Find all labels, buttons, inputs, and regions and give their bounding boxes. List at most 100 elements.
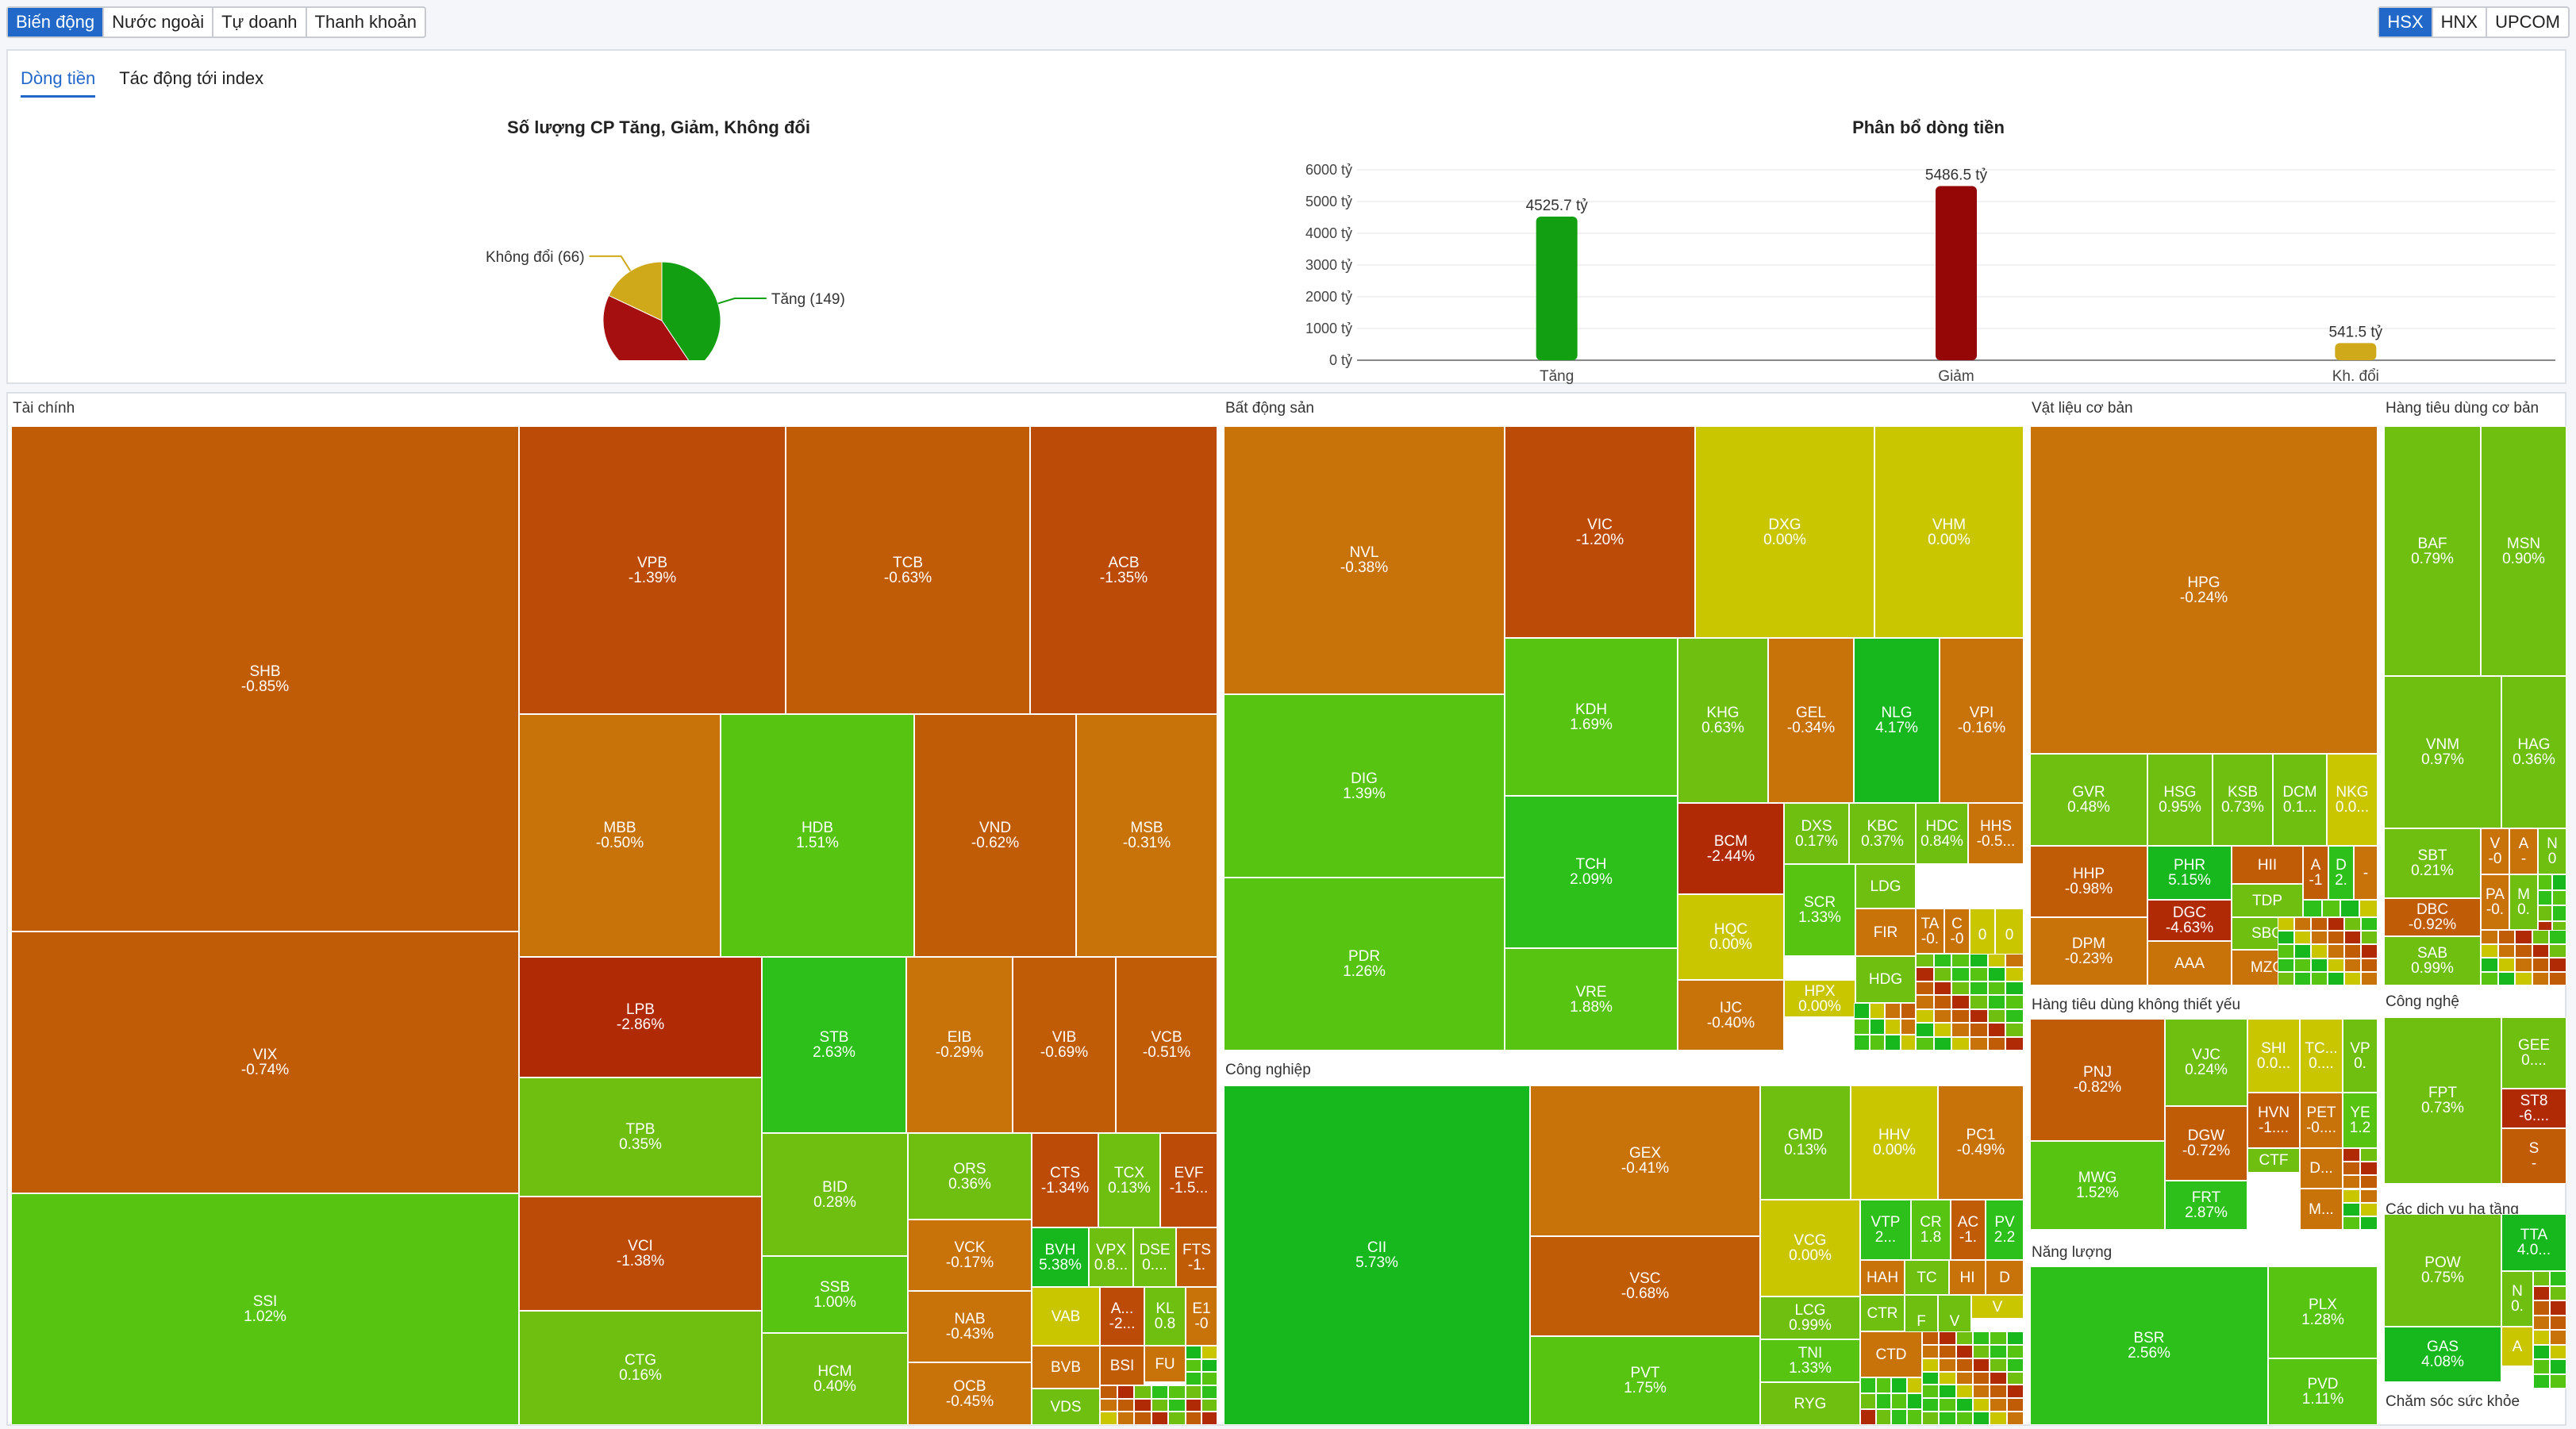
stock-tile[interactable]: BVH 5.38%	[1032, 1227, 1089, 1287]
stock-tile[interactable]: TA -0.	[1916, 908, 1944, 954]
stock-tile-small[interactable]	[1885, 1019, 1901, 1035]
stock-tile[interactable]: MSB -0.31%	[1076, 714, 1217, 957]
pie-slice[interactable]	[608, 261, 663, 321]
stock-tile[interactable]: BCM -2.44%	[1678, 803, 1784, 894]
stock-tile-small[interactable]	[1885, 1035, 1901, 1051]
stock-tile-small[interactable]	[2361, 971, 2378, 985]
stock-tile-small[interactable]	[2006, 1344, 2024, 1358]
stock-tile-small[interactable]	[1906, 1377, 1922, 1393]
stock-tile-small[interactable]	[1939, 1371, 1956, 1385]
stock-tile-small[interactable]	[1933, 1008, 1952, 1024]
stock-tile-small[interactable]	[1201, 1358, 1217, 1373]
tab-hsx[interactable]: HSX	[2379, 8, 2433, 36]
stock-tile-small[interactable]	[2311, 944, 2328, 958]
stock-tile-small[interactable]	[1134, 1385, 1152, 1399]
stock-tile[interactable]: PET -0....	[2300, 1093, 2343, 1148]
stock-tile[interactable]: FPT 0.73%	[2384, 1017, 2501, 1184]
stock-tile[interactable]: TTA 4.0...	[2501, 1214, 2566, 1271]
stock-tile-small[interactable]	[2359, 900, 2378, 917]
stock-tile[interactable]: VDS	[1032, 1389, 1100, 1425]
stock-tile-small[interactable]	[1951, 981, 1970, 996]
tab-bien-dong[interactable]: Biến động	[8, 8, 105, 36]
stock-tile-small[interactable]	[1906, 1393, 1922, 1409]
stock-tile[interactable]: KSB 0.73%	[2213, 754, 2273, 846]
stock-tile-small[interactable]	[2006, 1371, 2024, 1385]
stock-tile[interactable]: CTS -1.34%	[1032, 1133, 1098, 1227]
stock-tile-small[interactable]	[1186, 1346, 1201, 1359]
stock-tile[interactable]: VNM 0.97%	[2384, 676, 2501, 828]
stock-tile-small[interactable]	[1970, 954, 1988, 968]
pie-slice[interactable]	[661, 261, 721, 360]
stock-tile[interactable]: FRT 2.87%	[2165, 1181, 2247, 1230]
stock-tile[interactable]: VCB -0.51%	[1116, 957, 1217, 1133]
stock-tile[interactable]: CTF	[2247, 1148, 2300, 1173]
stock-tile-small[interactable]	[2005, 967, 2024, 981]
stock-tile[interactable]: SSB 1.00%	[762, 1256, 908, 1333]
stock-tile-small[interactable]	[2361, 958, 2378, 972]
stock-tile-small[interactable]	[2515, 943, 2532, 958]
stock-tile-small[interactable]	[1117, 1385, 1135, 1399]
stock-tile-small[interactable]	[2278, 971, 2294, 985]
stock-tile-small[interactable]	[1900, 1019, 1916, 1035]
stock-tile[interactable]: HQC 0.00%	[1678, 894, 1784, 980]
stock-tile-small[interactable]	[2006, 1358, 2024, 1372]
stock-tile-small[interactable]	[1990, 1331, 2007, 1345]
stock-tile[interactable]: VAB	[1032, 1287, 1100, 1346]
stock-tile-small[interactable]	[2550, 1271, 2566, 1286]
stock-tile[interactable]: HHV 0.00%	[1851, 1085, 1938, 1200]
stock-tile-small[interactable]	[2550, 1315, 2566, 1330]
stock-tile-small[interactable]	[1168, 1412, 1186, 1425]
stock-tile[interactable]: PVT 1.75%	[1530, 1336, 1760, 1425]
stock-tile[interactable]: A	[2501, 1327, 2533, 1366]
stock-tile-small[interactable]	[1201, 1346, 1217, 1359]
tab-nuoc-ngoai[interactable]: Nước ngoài	[104, 8, 214, 36]
stock-tile-small[interactable]	[2361, 944, 2378, 958]
stock-tile-small[interactable]	[2005, 981, 2024, 996]
stock-tile[interactable]: TPB 0.35%	[519, 1078, 762, 1197]
stock-tile-small[interactable]	[2515, 971, 2532, 985]
stock-tile-small[interactable]	[2515, 958, 2532, 972]
stock-tile[interactable]: DCM 0.1...	[2273, 754, 2327, 846]
stock-tile[interactable]: BAF 0.79%	[2384, 426, 2481, 676]
stock-tile[interactable]: SHI 0.0...	[2247, 1019, 2300, 1093]
stock-tile-small[interactable]	[2533, 1373, 2550, 1389]
stock-tile[interactable]: BVB	[1032, 1346, 1100, 1389]
stock-tile-small[interactable]	[1990, 1412, 2007, 1425]
stock-tile[interactable]: BSI	[1100, 1346, 1144, 1385]
stock-tile-small[interactable]	[1970, 1008, 1988, 1024]
stock-tile[interactable]: SHB -0.85%	[11, 426, 519, 932]
stock-tile-small[interactable]	[1186, 1398, 1201, 1412]
stock-tile[interactable]: MBB -0.50%	[519, 714, 721, 957]
stock-tile-small[interactable]	[1939, 1398, 1956, 1412]
stock-tile-small[interactable]	[1970, 1036, 1988, 1051]
stock-tile[interactable]: EVF -1.5...	[1160, 1133, 1217, 1227]
stock-tile-small[interactable]	[2328, 917, 2344, 932]
stock-tile[interactable]: NKG 0.0...	[2327, 754, 2378, 846]
stock-tile[interactable]: POW 0.75%	[2384, 1214, 2501, 1327]
stock-tile[interactable]: CTG 0.16%	[519, 1311, 762, 1425]
stock-tile-small[interactable]	[1891, 1377, 1907, 1393]
stock-tile[interactable]: OCB -0.45%	[908, 1362, 1032, 1425]
stock-tile-small[interactable]	[2294, 917, 2311, 932]
stock-tile[interactable]: SSI 1.02%	[11, 1193, 519, 1425]
stock-tile-small[interactable]	[1933, 967, 1952, 981]
stock-tile[interactable]: DGW -0.72%	[2165, 1106, 2247, 1181]
stock-tile[interactable]: DPM -0.23%	[2030, 917, 2147, 985]
stock-tile-small[interactable]	[1973, 1371, 1990, 1385]
stock-tile[interactable]: NAB -0.43%	[908, 1291, 1032, 1362]
stock-tile-small[interactable]	[2344, 917, 2361, 932]
stock-tile-small[interactable]	[1933, 995, 1952, 1009]
stock-tile[interactable]: VIB -0.69%	[1013, 957, 1116, 1133]
stock-tile-small[interactable]	[1906, 1409, 1922, 1425]
stock-tile[interactable]: VJC 0.24%	[2165, 1019, 2247, 1106]
stock-tile[interactable]: M 0.	[2509, 874, 2538, 930]
stock-tile-small[interactable]	[1951, 1023, 1970, 1037]
stock-tile[interactable]: TC... 0....	[2300, 1019, 2343, 1093]
tab-thanh-khoan[interactable]: Thanh khoản	[314, 12, 417, 32]
stock-tile[interactable]: M...	[2300, 1189, 2343, 1230]
stock-tile-small[interactable]	[1860, 1409, 1876, 1425]
stock-tile-small[interactable]	[1990, 1344, 2007, 1358]
stock-tile[interactable]: GEX -0.41%	[1530, 1085, 1760, 1236]
stock-tile-small[interactable]	[2549, 943, 2566, 958]
